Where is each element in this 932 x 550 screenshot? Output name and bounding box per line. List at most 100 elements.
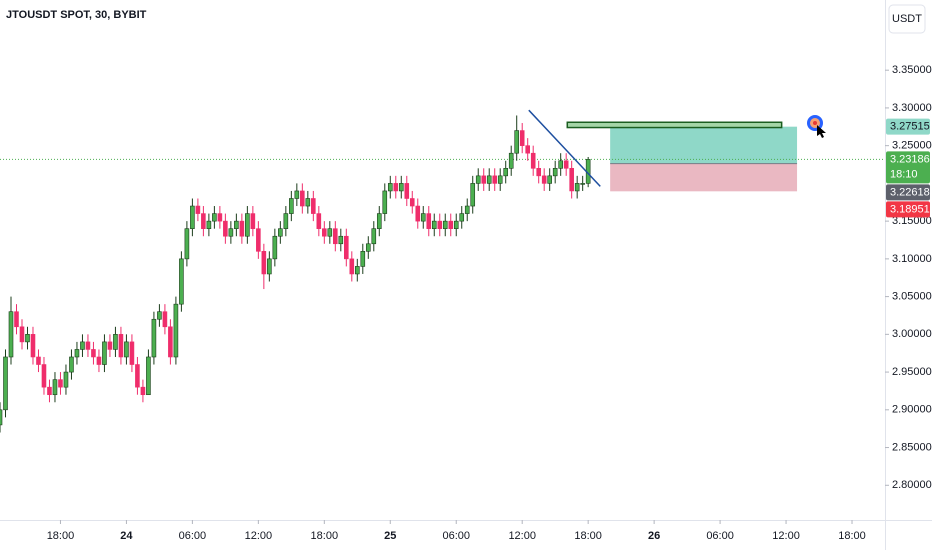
candle-body	[239, 220, 245, 237]
x-tick-label: 18:00	[47, 530, 75, 542]
candle-body	[360, 251, 366, 267]
y-tick-label: 2.95000	[892, 366, 932, 378]
y-tick-label: 3.25000	[892, 140, 932, 152]
candle-body	[52, 379, 58, 396]
candle-body	[278, 228, 283, 237]
candle-body	[184, 228, 190, 260]
candle-body	[206, 220, 212, 229]
candle-body	[497, 175, 503, 184]
x-tick-label: 06:00	[442, 530, 470, 542]
candle-body	[459, 213, 465, 222]
price-tag	[886, 151, 930, 184]
candle-body	[338, 235, 344, 245]
candle-body	[393, 183, 399, 192]
candle-body	[376, 213, 382, 229]
candle-body	[420, 213, 426, 222]
candle-body	[525, 145, 531, 154]
candle-body	[486, 175, 492, 184]
candle-body	[14, 311, 19, 328]
candle-body	[569, 168, 574, 192]
candle-body	[19, 326, 25, 343]
currency-button[interactable]	[888, 4, 926, 34]
candle-body	[398, 183, 404, 192]
candle-body	[118, 334, 124, 358]
x-tick-label: 18:00	[311, 530, 339, 542]
candle-body	[36, 356, 41, 365]
candle-body	[129, 341, 135, 365]
countdown-label: 18:10	[890, 168, 918, 180]
candle-body	[371, 228, 377, 245]
candle-body	[311, 198, 316, 214]
candle-body	[437, 220, 443, 229]
y-tick-label: 2.85000	[892, 441, 932, 453]
zone	[566, 121, 783, 129]
candle-body	[113, 334, 118, 350]
x-tick-label: 26	[648, 530, 660, 542]
candle-body	[272, 235, 278, 260]
candle-body	[212, 213, 217, 222]
candle-body	[431, 220, 437, 229]
candle-body	[47, 386, 52, 396]
candle-body	[124, 341, 129, 358]
candle-body	[168, 326, 173, 358]
candle-body	[508, 152, 514, 169]
loss-zone	[610, 163, 798, 192]
candle-body	[162, 311, 168, 328]
candle-body	[289, 198, 294, 214]
candle-body	[151, 318, 157, 358]
candle-body	[415, 205, 421, 222]
candle-body	[3, 356, 8, 411]
candle-body	[91, 349, 96, 358]
price-tag	[886, 118, 930, 135]
candle-body	[58, 379, 63, 388]
candle-body	[530, 152, 536, 169]
candle-body	[448, 220, 454, 229]
y-tick-label: 3.35000	[892, 64, 932, 76]
candle-body	[63, 371, 69, 388]
candle-body	[382, 190, 388, 214]
candle-body	[256, 228, 261, 252]
candle-body	[470, 183, 476, 207]
candle-body	[250, 213, 256, 229]
x-tick-label: 06:00	[179, 530, 207, 542]
candle-body	[223, 220, 228, 237]
price-tag-label: 3.23186	[890, 153, 930, 165]
candle-body	[245, 213, 250, 237]
candle-body	[69, 356, 74, 373]
price-tag	[886, 184, 930, 201]
candle-body	[349, 258, 355, 275]
candle-body	[173, 303, 179, 358]
candle-body	[41, 364, 47, 388]
profit-zone	[610, 126, 798, 164]
candle-body	[300, 190, 305, 207]
candle-body	[8, 311, 14, 358]
y-tick-label: 3.15000	[892, 215, 932, 227]
candle-body	[217, 213, 223, 222]
candle-body	[481, 175, 487, 184]
candle-body	[179, 258, 184, 305]
candle-body	[580, 183, 585, 185]
candle-body	[409, 198, 415, 207]
candle-body	[558, 160, 563, 169]
candle-body	[547, 175, 552, 184]
candle-body	[464, 205, 470, 214]
candle-body	[365, 243, 371, 252]
x-tick-label: 18:00	[574, 530, 602, 542]
candle-body	[135, 364, 140, 388]
candle-body	[74, 349, 80, 358]
candle-body	[344, 235, 349, 260]
x-tick-label: 06:00	[706, 530, 734, 542]
candle-body	[85, 341, 91, 350]
candle-body	[316, 213, 322, 229]
candle-body	[519, 130, 525, 146]
x-tick-label: 24	[120, 530, 133, 542]
trendline	[528, 109, 601, 187]
x-tick-label: 12:00	[772, 530, 800, 542]
candle-body	[30, 334, 36, 358]
plot	[0, 109, 885, 433]
price-tag-label: 3.22618	[890, 186, 930, 198]
y-tick-label: 3.30000	[892, 102, 932, 114]
candle-body	[261, 251, 267, 275]
candle-body	[96, 356, 102, 365]
